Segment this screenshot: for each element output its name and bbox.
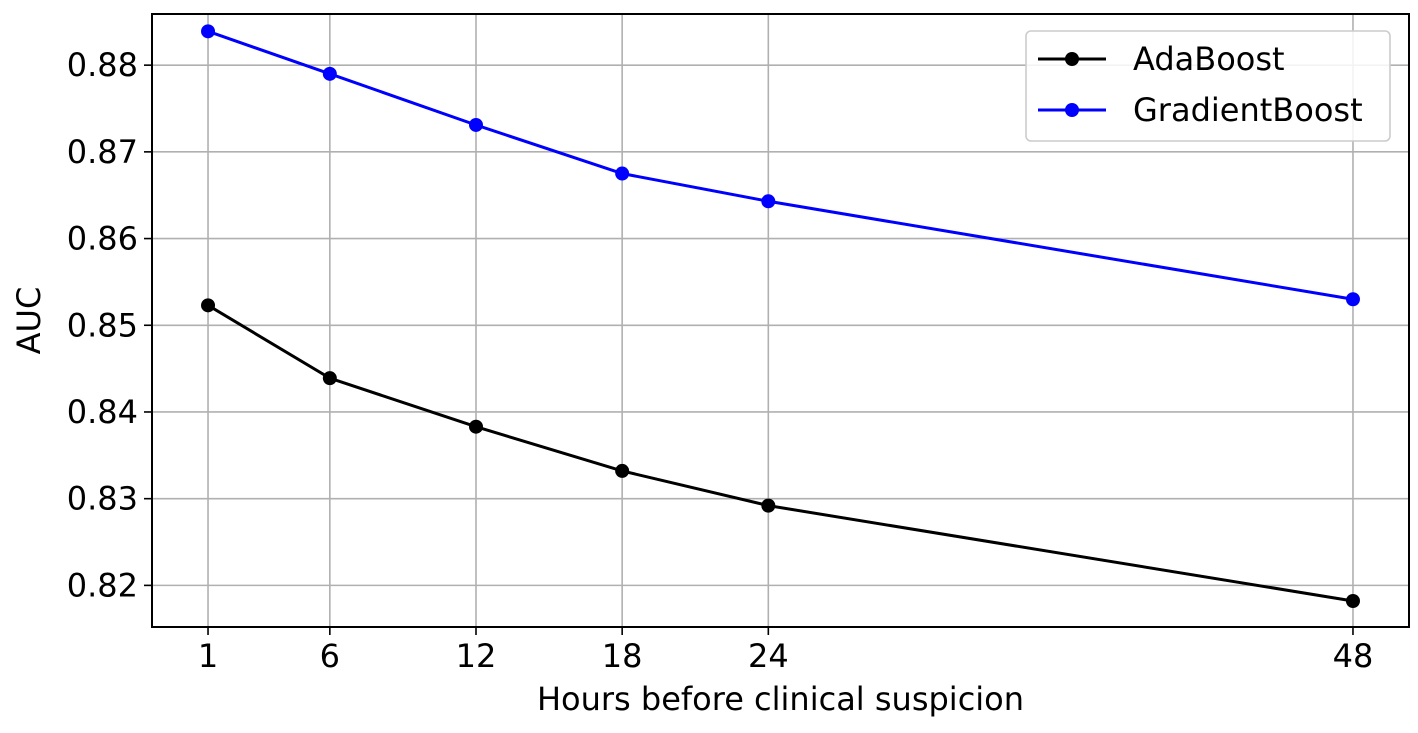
x-tick-label: 12 [456, 637, 497, 675]
series-line [207, 29, 1354, 301]
legend-box [1025, 30, 1391, 142]
legend-swatch-marker [1065, 52, 1079, 66]
y-tick-label: 0.86 [67, 220, 138, 258]
data-point [322, 66, 337, 81]
plot-frame [151, 13, 1410, 628]
x-tick-label: 48 [1333, 637, 1374, 675]
data-point [615, 166, 630, 181]
legend-entry: GradientBoost [1038, 91, 1363, 129]
y-tick-label: 0.87 [67, 133, 138, 171]
data-point [1345, 593, 1360, 608]
y-tick-label: 0.85 [67, 306, 138, 344]
x-tick-label: 24 [748, 637, 789, 675]
x-tick-label: 1 [198, 637, 218, 675]
ticks: 1 6 12 18 24 48 0.82 0.83 0.84 0.85 0.86 0.87 0.88 [67, 46, 1374, 675]
data-point [201, 298, 216, 313]
data-point [1345, 292, 1360, 307]
series-line [207, 304, 1354, 603]
x-axis-label: Hours before clinical suspicion [537, 680, 1024, 718]
series-adaboost [201, 298, 1360, 608]
data-point [468, 117, 483, 132]
y-axis-label: AUC [10, 287, 48, 355]
data-point [201, 24, 216, 39]
series-gradientboost [201, 24, 1360, 307]
series-layer [201, 24, 1360, 608]
legend-entry: AdaBoost [1038, 40, 1285, 78]
data-point [322, 371, 337, 386]
data-point [615, 463, 630, 478]
data-point [761, 194, 776, 209]
data-point [761, 498, 776, 513]
y-tick-label: 0.83 [67, 480, 138, 518]
x-tick-label: 18 [602, 637, 643, 675]
legend-label: AdaBoost [1133, 40, 1285, 78]
legend: AdaBoost GradientBoost [1025, 30, 1391, 142]
y-tick-label: 0.82 [67, 566, 138, 604]
legend-swatch-marker [1065, 103, 1079, 117]
y-tick-label: 0.84 [67, 393, 138, 431]
x-tick-label: 6 [320, 637, 340, 675]
y-tick-label: 0.88 [67, 46, 138, 84]
data-point [468, 419, 483, 434]
legend-label: GradientBoost [1133, 91, 1363, 129]
